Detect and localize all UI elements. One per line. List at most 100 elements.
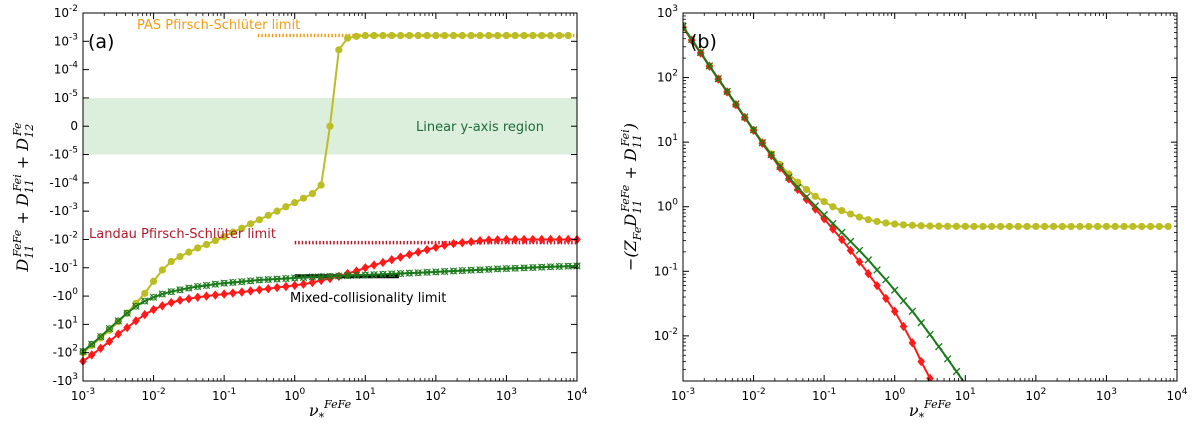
series-b-0-point-36 [996,222,1005,231]
series-b-2-point-0 [683,22,687,31]
series-a-2-point-29-ring [335,272,343,280]
series-a-2-point-51 [529,263,537,272]
series-a-0-point-17 [229,228,237,236]
series-a-1-point-7 [140,309,149,320]
series-a-1-point-46 [484,235,493,245]
series-a-2-point-7-ring [141,297,149,305]
series-b-0-point-19 [846,210,855,218]
series-a-2-point-21-cross [264,275,272,284]
x-tick-label-b-7: 104 [1166,387,1187,403]
series-a-1-point-13 [193,292,202,302]
series-a-1-point-35 [387,255,396,265]
x-tick-label-a-6-exp: 3 [511,387,517,397]
series-a-2-point-16 [220,279,228,287]
series-a-0-point-34 [379,31,387,40]
series-a-2-point-24-cross [291,274,299,282]
x-tick-label-b-7-base: 10 [1166,389,1181,403]
series-a-0-point-30 [344,34,352,42]
series-a-2-point-24-ring [291,274,299,282]
series-a-0-point-37 [405,31,414,40]
y-title-a-sup2: Fei [11,174,24,192]
x-tick-label-b-3: 100 [884,387,905,403]
series-a-0-point-13 [194,244,202,252]
x-tick-label-b-2-exp: -1 [827,387,836,397]
y-title-a-sup1: FeFe [11,229,24,258]
series-b-0-point-41 [1040,222,1049,231]
x-tick-label-a-2-exp: -1 [227,387,236,397]
y-tick-label-a-11: -101 [53,315,78,331]
series-a-1-point-48 [502,234,511,245]
series-b-1-point-19 [846,245,855,256]
y-title-b-close: ) [621,123,640,130]
x-tick-label-b-0-exp: -3 [686,387,695,397]
series-b-2-point-31 [952,367,961,376]
series-a-2-point-47-ring [494,265,501,273]
series-a-2-point-26 [308,273,317,281]
series-a-2-point-39-cross [423,268,431,276]
series-b-0-point-44 [1067,222,1075,231]
series-a-2-point-14-cross [202,281,211,290]
y-title-a-d1: D [13,259,32,273]
series-b-2-point-5 [723,87,731,96]
series-a-2-point-7 [141,297,149,305]
series-a-1-point-43 [458,238,467,248]
y-title-a-sub1: 11 [23,245,36,259]
panel-a: Linear y-axis region PAS Pfirsch-Schlüter… [11,4,588,424]
y-tick-label-a-7-exp: -3 [69,202,78,212]
series-a-2-point-29-cross [335,272,343,280]
series-a-2-point-46-cross [485,265,493,274]
series-a-2-point-12-ring [185,284,193,292]
series-a-2-point-4-ring [114,317,122,325]
x-axis-title-b-sub: * [919,411,925,424]
series-a-2-point-18-cross [238,278,246,286]
series-a-1-point-3 [105,336,114,347]
series-b-1-point-17 [829,224,837,234]
panel-label-b: (b) [690,31,717,53]
series-a-2-point-7-cross [141,297,149,305]
x-tick-label-b-1-exp: -2 [757,387,766,397]
series-b-0-point-40 [1032,222,1040,231]
series-a-2-point-1-cross [88,340,96,348]
series-a-0-point-51 [529,31,537,40]
series-a-0-point-41 [440,31,449,40]
series-a-0-point-12 [185,248,193,256]
series-a-2-point-42-cross [449,267,458,275]
series-a-0-point-11 [176,252,184,261]
y-title-b-sub1: 11 [631,200,644,214]
series-a-2-point-5 [123,309,131,317]
series-a-2-point-23 [282,274,290,283]
x-tick-label-a-3-exp: 0 [299,387,305,397]
series-a-0-point-52 [538,31,546,40]
linear-region-label: Linear y-axis region [416,120,544,135]
series-b-2-point-14 [802,193,811,201]
series-a-2-point-46-ring [485,266,493,273]
x-tick-label-a-3: 100 [284,387,305,403]
series-b-0-point-37 [1005,222,1014,231]
series-b-0-point-14 [802,185,811,194]
panel-b: 10-3 10-2 10-1 100 101 102 103 10410-210-110010… [619,4,1188,424]
series-a-2-point-4-cross [114,317,122,325]
series-a-2-point-20 [255,276,264,284]
x-tick-label-a-2: 10-1 [212,387,236,403]
y-tick-label-b-1: 10-1 [654,262,678,278]
series-a-0-point-36 [396,31,405,40]
series-a-2-point-36-ring [397,270,404,277]
series-a-2-point-35 [388,270,396,278]
y-tick-label-a-13: -103 [53,372,78,388]
series-a-1 [79,234,581,366]
series-b-0-point-18 [838,207,846,215]
series-a-1-point-5 [123,322,131,333]
series-a-1-point-33 [370,260,378,270]
y-tick-label-b-1-base: 10 [654,264,669,278]
y-tick-label-a-7-base: 10 [54,204,69,218]
y-tick-label-a-13-exp: 3 [72,372,78,382]
y-tick-label-a-4-base: 0 [70,119,78,133]
y-title-a-sub3: 12 [23,124,36,138]
series-a-2-point-13-cross [194,282,202,291]
series-a-2-point-22-cross [273,275,281,283]
series-a-2-point-18-ring [238,278,246,285]
y-title-b-d2: + D [621,148,640,185]
series-a-2-point-37 [405,269,414,277]
y-tick-label-a-8-base: 10 [54,232,69,246]
series-a-0-point-28 [326,122,334,130]
